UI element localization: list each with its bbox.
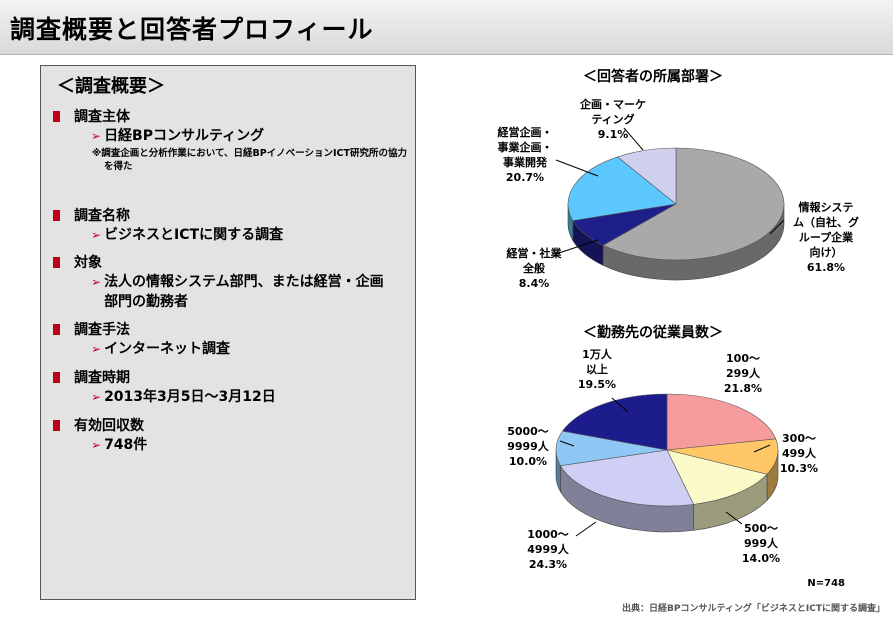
chart1-slice-0 [602,147,785,261]
survey-summary-panel: ＜調査概要＞ 調査主体 ➢ 日経BPコンサルティング ※調査企画と分析作業において… [40,65,416,600]
section-label: 調査主体 [74,109,130,125]
chart2-leader-5000 [559,440,575,447]
bullet-icon [53,323,60,335]
arrow-icon: ➢ [91,228,102,242]
section-period: 調査時期 ➢ 2013年3月5日～3月12日 [53,367,408,407]
section-target: 対象 ➢ 法人の情報システム部門、または経営・企画部門の勤務者 [53,252,408,312]
summary-heading: ＜調査概要＞ [57,76,165,97]
arrow-icon: ➢ [91,342,102,356]
bullet-icon [53,209,60,221]
page-title: 調査概要と回答者プロフィール [10,15,374,44]
bullet-icon [53,419,60,431]
section-item: ビジネスとICTに関する調査 [104,227,284,243]
chart2-label-10000-plus: 1万人 以上 19.5% [577,348,617,391]
section-label: 調査手法 [74,322,130,338]
arrow-icon: ➢ [91,390,102,404]
chart1-label-it-systems: 情報システ ム（自社、グ ループ企業 向け） 61.8% [793,201,859,274]
section-label: 対象 [74,255,102,271]
source-note: 出典：日経BPコンサルティング「ビジネスとICTに関する調査」 [621,604,885,614]
chart1-title: ＜回答者の所属部署＞ [583,69,723,85]
chart1-label-planning-marketing: 企画・マーケ ティング 9.1% [580,98,646,141]
chart2-label-1000-4999: 1000～ 4999人 24.3% [527,528,569,571]
chart1-slice-3 [616,147,677,205]
section-method: 調査手法 ➢ インターネット調査 [53,319,408,359]
chart2-slice-3 [559,449,695,507]
title-bar: 調査概要と回答者プロフィール [0,0,893,55]
section-label: 調査時期 [74,370,130,386]
chart1-label-management: 経営・社業 全般 8.4% [506,247,562,290]
chart2-label-5000-9999: 5000～ 9999人 10.0% [507,425,549,468]
section-item: 2013年3月5日～3月12日 [104,389,276,405]
bullet-icon [53,110,60,122]
chart1-slice-2 [567,156,677,221]
bullet-icon [53,371,60,383]
section-item: インターネット調査 [104,341,231,357]
arrow-icon: ➢ [91,438,102,452]
section-responses: 有効回収数 ➢ 748件 [53,415,408,455]
arrow-icon: ➢ [91,275,102,289]
chart2-slice-0 [666,393,777,451]
chart2-title: ＜勤務先の従業員数＞ [583,325,723,341]
chart2-leader-500 [725,511,743,525]
chart1-leader-planning [623,127,644,151]
chart2-slice-1 [666,438,779,475]
chart2-leader-1000 [575,521,597,537]
section-survey-name: 調査名称 ➢ ビジネスとICTに関する調査 [53,205,408,245]
arrow-icon: ➢ [91,129,102,143]
chart1-leader-management [555,239,599,255]
chart1-leader-corporate [555,159,599,177]
section-label: 調査名称 [74,208,130,224]
section-item: 748件 [104,437,148,453]
chart2-label-500-999: 500～ 999人 14.0% [741,522,781,565]
chart2-slice-2 [666,449,768,505]
bullet-icon [53,256,60,268]
chart2-label-100-299: 100～ 299人 21.8% [723,352,763,395]
chart2-slice-5 [561,393,668,451]
section-item: 日経BPコンサルティング [104,128,265,144]
chart1-leader-it [769,219,785,235]
section-label: 有効回収数 [74,418,144,434]
chart2-leader-10000 [611,397,629,413]
section-survey-body: 調査主体 ➢ 日経BPコンサルティング ※調査企画と分析作業において、日経BPイノ… [53,106,408,173]
chart2-leader-300 [753,444,771,453]
chart1-label-corporate-planning: 経営企画・ 事業企画・ 事業開発 20.7% [497,126,553,184]
section-item: 法人の情報システム部門、または経営・企画部門の勤務者 [104,274,384,310]
section-note: ※調査企画と分析作業において、日経BPイノベーションICT研究所の協力を得た [92,148,407,172]
sample-size: N=748 [807,578,845,589]
chart2-label-300-499: 300～ 499人 10.3% [779,432,819,475]
